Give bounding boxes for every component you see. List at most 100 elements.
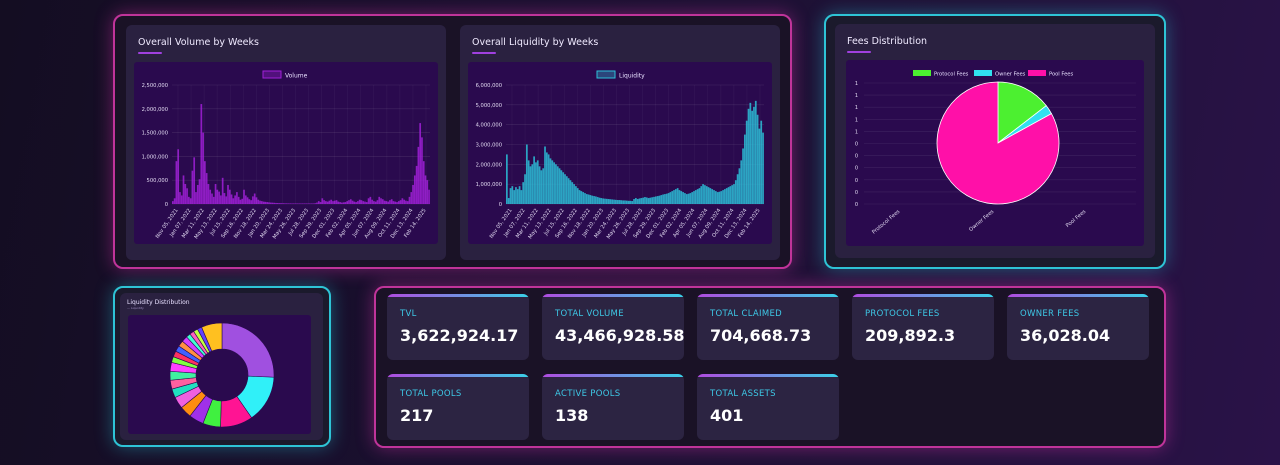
bar: [266, 202, 268, 204]
bar: [381, 199, 384, 204]
bar: [580, 191, 583, 204]
bar: [305, 203, 308, 204]
bar: [373, 201, 375, 204]
bar: [638, 198, 641, 204]
volume-plot-area: Volume 2,500,000 2,000,000 1,500,000 1,000,0…: [134, 62, 438, 244]
bar: [705, 186, 708, 204]
bar: [551, 160, 554, 204]
bar: [278, 203, 281, 204]
bar: [596, 197, 599, 204]
bar: [682, 192, 684, 204]
bar: [758, 128, 761, 204]
y-tick-label: 1: [855, 117, 858, 123]
bar: [544, 146, 546, 204]
bar: [516, 189, 519, 204]
fees-chart: Protocol Fees Owner Fees Pool Fees 1 1 1 1 1 0 0 0…: [855, 70, 1136, 236]
bar: [323, 200, 325, 204]
bar: [271, 202, 274, 204]
bar: [173, 198, 176, 204]
x-tick-label: Owner Fees: [968, 209, 995, 233]
bar: [268, 202, 270, 204]
bar: [553, 162, 555, 204]
stat-label: OWNER FEES: [1020, 309, 1080, 319]
y-tick-label: 1: [855, 93, 858, 99]
bar: [292, 203, 295, 204]
bar: [654, 196, 657, 204]
bar: [558, 168, 561, 204]
bar: [300, 203, 302, 204]
bar: [656, 196, 659, 204]
bar: [223, 193, 226, 204]
stat-value: 704,668.73: [710, 326, 812, 345]
bar: [740, 160, 743, 204]
bar: [593, 196, 595, 204]
bar: [509, 188, 512, 204]
bar: [556, 166, 559, 204]
bar: [403, 199, 406, 204]
bar: [291, 203, 293, 204]
bar: [729, 186, 732, 204]
y-tick-label: 1: [855, 129, 858, 135]
bar: [262, 201, 265, 204]
legend-swatch: [596, 70, 616, 79]
bar: [549, 158, 552, 204]
bar: [760, 120, 763, 204]
bar: [631, 201, 634, 204]
bar: [244, 195, 247, 204]
bar: [234, 195, 236, 204]
liquidity-chart: Liquidity 6,000,000 5,000,000 4,000,000 3,00…: [476, 70, 764, 240]
stat-accent-bar: [697, 294, 839, 297]
bar: [522, 182, 525, 204]
legend-label: Liquidity: [619, 73, 645, 80]
bar: [175, 161, 178, 204]
bar: [676, 188, 679, 204]
bar: [232, 198, 235, 204]
bar: [529, 166, 532, 204]
bar: [653, 196, 655, 204]
bar: [693, 191, 695, 204]
stat-card-protocol-fees: PROTOCOL FEES 209,892.3: [852, 294, 994, 360]
bar: [348, 200, 350, 204]
bar: [179, 192, 181, 204]
bar: [310, 203, 313, 204]
bar: [273, 202, 276, 204]
bar: [309, 203, 311, 204]
stat-card-total-claimed: TOTAL CLAIMED 704,668.73: [697, 294, 839, 360]
bar: [665, 193, 668, 204]
bar: [351, 200, 354, 204]
fees-card: Fees Distribution Protocol Fees Owner Fee…: [835, 24, 1155, 258]
bar: [600, 198, 603, 204]
bar: [629, 200, 632, 204]
legend-label: Protocol Fees: [934, 72, 969, 78]
bar: [749, 102, 752, 204]
stat-card-active-pools: ACTIVE POOLS 138: [542, 374, 684, 440]
volume-card: Overall Volume by Weeks Volume 2,500,000 2…: [126, 25, 446, 260]
legend-swatch: [262, 70, 282, 79]
bar: [669, 192, 672, 204]
bar: [200, 104, 203, 204]
bar: [753, 106, 755, 204]
bar: [515, 187, 517, 204]
bar: [275, 202, 277, 204]
bar: [333, 200, 336, 204]
liquidity-distribution-title: Liquidity Distribution: [127, 299, 190, 306]
y-tick-label: 0: [855, 190, 858, 196]
bar: [609, 199, 612, 204]
bar: [257, 199, 260, 204]
bar: [387, 201, 389, 204]
stat-card-owner-fees: OWNER FEES 36,028.04: [1007, 294, 1149, 360]
bar: [426, 180, 429, 204]
title-underline: [138, 52, 162, 54]
bar: [289, 203, 292, 204]
bar: [718, 191, 721, 204]
legend-label: Owner Fees: [995, 72, 1026, 78]
bar: [205, 173, 208, 204]
bar: [196, 184, 199, 204]
stat-value: 209,892.3: [865, 326, 956, 345]
bar: [314, 203, 317, 204]
y-tick-label: 0: [499, 202, 502, 208]
bar: [204, 161, 206, 204]
bar: [595, 196, 597, 204]
bar: [711, 189, 714, 204]
bar: [649, 197, 652, 204]
